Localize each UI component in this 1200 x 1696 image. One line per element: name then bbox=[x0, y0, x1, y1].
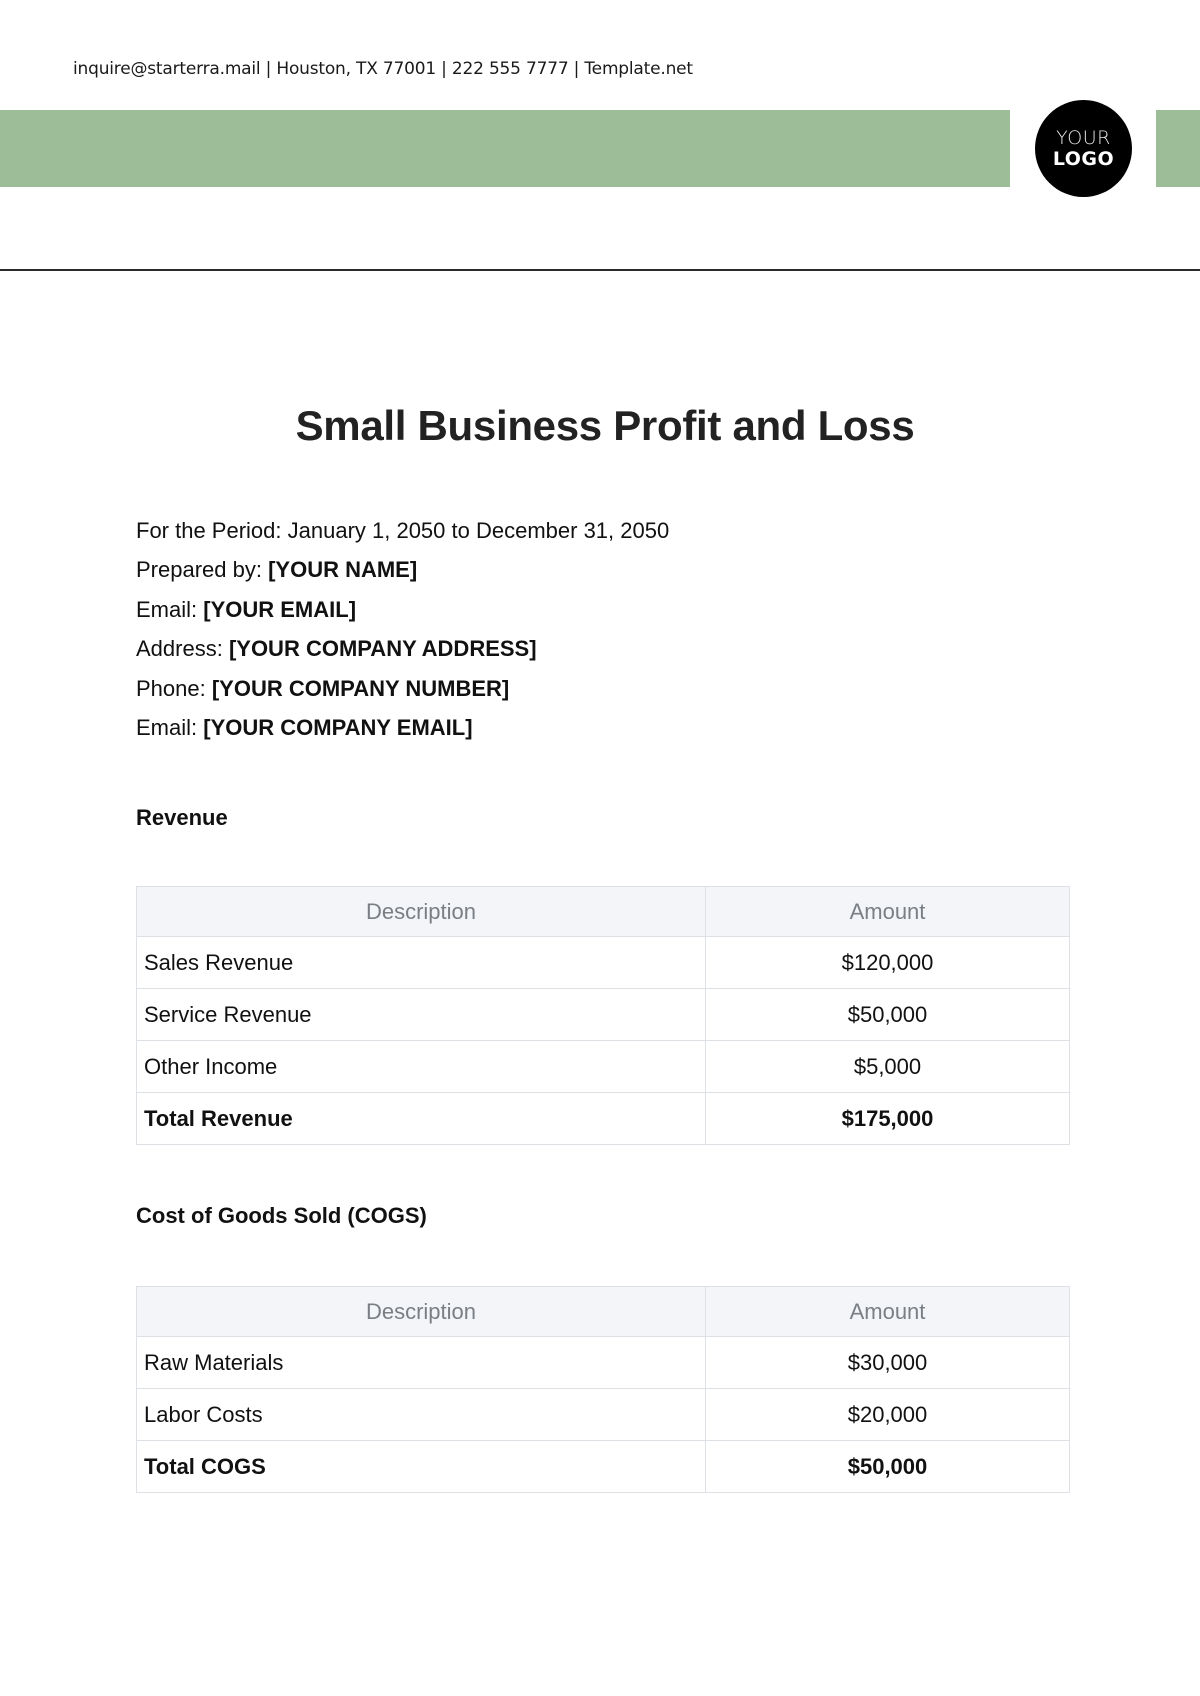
row-description: Raw Materials bbox=[136, 1336, 706, 1389]
header-divider bbox=[0, 269, 1200, 271]
row-amount: $20,000 bbox=[705, 1388, 1070, 1441]
table-header-row: Description Amount bbox=[136, 1286, 1070, 1337]
cogs-table: Description Amount Raw Materials $30,000… bbox=[136, 1286, 1070, 1493]
table-row: Sales Revenue $120,000 bbox=[136, 936, 1070, 989]
total-amount: $50,000 bbox=[705, 1440, 1070, 1493]
document-meta: For the Period: January 1, 2050 to Decem… bbox=[136, 517, 669, 753]
column-header-amount: Amount bbox=[705, 1286, 1070, 1337]
column-header-amount: Amount bbox=[705, 886, 1070, 937]
table-row: Other Income $5,000 bbox=[136, 1040, 1070, 1093]
total-description: Total Revenue bbox=[136, 1092, 706, 1145]
table-header-row: Description Amount bbox=[136, 886, 1070, 937]
logo-line-2: LOGO bbox=[1052, 147, 1115, 170]
row-description: Sales Revenue bbox=[136, 936, 706, 989]
meta-value: [YOUR EMAIL] bbox=[203, 596, 357, 622]
contact-line: inquire@starterra.mail | Houston, TX 770… bbox=[73, 59, 693, 79]
document-title: Small Business Profit and Loss bbox=[295, 402, 915, 449]
total-description: Total COGS bbox=[136, 1440, 706, 1493]
meta-prepared-by: Prepared by: [YOUR NAME] bbox=[136, 556, 669, 595]
total-amount: $175,000 bbox=[705, 1092, 1070, 1145]
header-band-left bbox=[0, 110, 1010, 187]
meta-phone: Phone: [YOUR COMPANY NUMBER] bbox=[136, 675, 669, 714]
total-row: Total Revenue $175,000 bbox=[136, 1092, 1070, 1145]
meta-label: Email: bbox=[136, 596, 204, 622]
header-band-right bbox=[1156, 110, 1200, 187]
column-header-description: Description bbox=[136, 886, 706, 937]
row-description: Service Revenue bbox=[136, 988, 706, 1041]
company-logo: YOUR LOGO bbox=[1035, 100, 1132, 197]
row-amount: $50,000 bbox=[705, 988, 1070, 1041]
meta-value: [YOUR COMPANY NUMBER] bbox=[211, 675, 510, 701]
row-amount: $5,000 bbox=[705, 1040, 1070, 1093]
row-amount: $120,000 bbox=[705, 936, 1070, 989]
cogs-heading: Cost of Goods Sold (COGS) bbox=[136, 1203, 427, 1228]
meta-label: Email: bbox=[136, 714, 204, 740]
meta-label: Address: bbox=[136, 636, 229, 662]
meta-value: [YOUR NAME] bbox=[268, 557, 418, 583]
logo-line-1: YOUR bbox=[1056, 126, 1111, 149]
meta-company-email: Email: [YOUR COMPANY EMAIL] bbox=[136, 714, 669, 753]
meta-label: Prepared by: bbox=[136, 557, 269, 583]
meta-period-label: For the Period: January 1, 2050 to Decem… bbox=[136, 518, 670, 543]
column-header-description: Description bbox=[136, 1286, 706, 1337]
row-amount: $30,000 bbox=[705, 1336, 1070, 1389]
table-row: Labor Costs $20,000 bbox=[136, 1388, 1070, 1441]
table-row: Raw Materials $30,000 bbox=[136, 1336, 1070, 1389]
meta-value: [YOUR COMPANY ADDRESS] bbox=[228, 636, 537, 662]
meta-value: [YOUR COMPANY EMAIL] bbox=[203, 714, 473, 740]
row-description: Other Income bbox=[136, 1040, 706, 1093]
meta-address: Address: [YOUR COMPANY ADDRESS] bbox=[136, 635, 669, 674]
revenue-heading: Revenue bbox=[136, 805, 228, 830]
meta-period: For the Period: January 1, 2050 to Decem… bbox=[136, 517, 669, 556]
revenue-table: Description Amount Sales Revenue $120,00… bbox=[136, 886, 1070, 1145]
total-row: Total COGS $50,000 bbox=[136, 1440, 1070, 1493]
table-row: Service Revenue $50,000 bbox=[136, 988, 1070, 1041]
row-description: Labor Costs bbox=[136, 1388, 706, 1441]
meta-label: Phone: bbox=[136, 675, 212, 701]
meta-email: Email: [YOUR EMAIL] bbox=[136, 596, 669, 635]
